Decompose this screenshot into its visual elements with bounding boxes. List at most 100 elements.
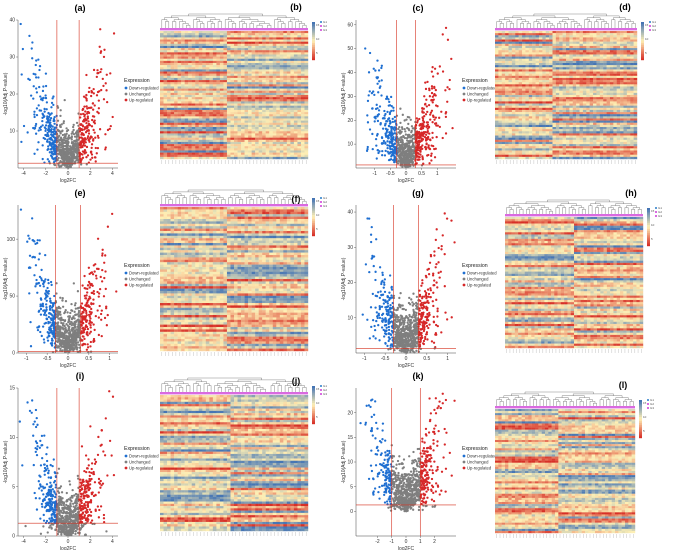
data-point <box>80 163 82 165</box>
data-point <box>375 108 377 110</box>
data-point <box>66 146 68 148</box>
data-point <box>374 69 376 71</box>
data-point <box>72 152 74 154</box>
data-point <box>387 151 389 153</box>
data-point <box>52 104 54 106</box>
data-point <box>81 158 83 160</box>
data-point <box>431 66 433 68</box>
data-point <box>70 136 72 138</box>
data-point <box>385 150 387 152</box>
data-point <box>81 153 83 155</box>
data-point <box>432 101 434 103</box>
data-point <box>54 164 56 166</box>
data-point <box>380 67 382 69</box>
data-point <box>442 70 444 72</box>
y-tick-label: 30 <box>9 55 15 61</box>
data-point <box>51 112 53 114</box>
data-point <box>43 115 45 117</box>
data-point <box>429 139 431 141</box>
data-point <box>99 46 101 48</box>
data-point <box>407 128 409 130</box>
data-point <box>389 145 391 147</box>
data-point <box>63 142 65 144</box>
data-point <box>412 138 414 140</box>
data-point <box>51 156 53 158</box>
data-point <box>428 104 430 106</box>
data-point <box>408 164 410 166</box>
data-point <box>405 133 407 135</box>
data-point <box>430 111 432 113</box>
data-point <box>389 151 391 153</box>
data-point <box>392 128 394 130</box>
data-point <box>377 114 379 116</box>
data-point <box>391 131 393 133</box>
data-point <box>40 129 42 131</box>
data-point <box>96 94 98 96</box>
data-point <box>435 89 437 91</box>
data-point <box>39 95 41 97</box>
data-point <box>88 107 90 109</box>
x-axis-label: log2FC <box>398 178 415 184</box>
data-point <box>31 57 33 59</box>
data-point <box>80 113 82 115</box>
data-point <box>72 129 74 131</box>
data-point <box>371 133 373 135</box>
data-point <box>392 144 394 146</box>
data-point <box>31 41 33 43</box>
data-point <box>93 116 95 118</box>
data-point <box>434 68 436 70</box>
data-point <box>99 128 101 130</box>
y-axis-label: -log10(Adj.P-value) <box>3 72 9 115</box>
data-point <box>406 144 408 146</box>
data-point <box>53 128 55 130</box>
data-point <box>428 162 430 164</box>
data-point <box>88 130 90 132</box>
data-point <box>446 86 448 88</box>
data-point <box>68 156 70 158</box>
data-point <box>73 140 75 142</box>
data-point <box>86 105 88 107</box>
data-point <box>422 163 424 165</box>
data-point <box>62 147 64 149</box>
data-point <box>64 99 66 101</box>
data-point <box>425 139 427 141</box>
volcano-plot-c: (c)-1 -0.5 0 0.5 1102030405060log2FC-log10(A… <box>341 3 497 184</box>
data-point <box>98 107 100 109</box>
data-point <box>417 152 419 154</box>
data-point <box>45 72 47 74</box>
data-point <box>92 102 94 104</box>
data-point <box>377 149 379 151</box>
data-point <box>421 110 423 112</box>
data-point <box>411 125 413 127</box>
data-point <box>366 148 368 150</box>
data-point <box>445 27 447 29</box>
data-point <box>103 56 105 58</box>
data-point <box>382 117 384 119</box>
data-point <box>44 111 46 113</box>
data-point <box>102 78 104 80</box>
data-point <box>388 137 390 139</box>
data-point <box>440 111 442 113</box>
data-point <box>67 154 69 156</box>
data-point <box>51 151 53 153</box>
data-point <box>389 104 391 106</box>
data-point <box>392 107 394 109</box>
data-point <box>87 154 89 156</box>
data-point <box>37 76 39 78</box>
x-tick-label: -4 <box>21 171 26 177</box>
data-point <box>59 143 61 145</box>
data-point <box>49 148 51 150</box>
data-point <box>419 123 421 125</box>
data-point <box>92 109 94 111</box>
data-point <box>90 95 92 97</box>
data-point <box>62 160 64 162</box>
data-point <box>367 146 369 148</box>
data-point <box>80 124 82 126</box>
data-point <box>425 134 427 136</box>
data-point <box>430 155 432 157</box>
data-point <box>32 97 34 99</box>
data-point <box>52 125 54 127</box>
data-point <box>76 147 78 149</box>
data-point <box>35 76 37 78</box>
data-point <box>33 113 35 115</box>
